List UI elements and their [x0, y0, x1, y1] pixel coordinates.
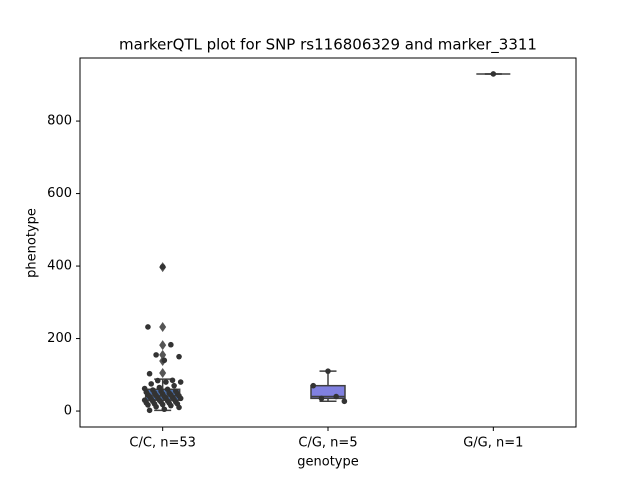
point — [333, 393, 339, 400]
point — [177, 395, 184, 402]
point — [159, 401, 166, 408]
chart-title: markerQTL plot for SNP rs116806329 and m… — [119, 36, 537, 55]
point — [341, 398, 348, 405]
point — [145, 402, 151, 408]
point — [161, 357, 168, 364]
x-tick-label: C/G, n=5 — [298, 436, 357, 451]
y-tick-label: 0 — [64, 404, 72, 419]
point — [154, 377, 161, 384]
point — [325, 368, 331, 374]
flier — [159, 340, 167, 351]
flier — [159, 367, 167, 378]
y-tick-label: 600 — [47, 186, 72, 201]
point — [146, 370, 153, 377]
point — [153, 403, 159, 410]
point — [176, 404, 182, 411]
point — [176, 353, 182, 360]
point — [318, 395, 325, 402]
point — [145, 324, 151, 330]
x-tick-label: G/G, n=1 — [463, 436, 523, 451]
point — [161, 406, 168, 413]
point — [310, 382, 317, 389]
point — [169, 377, 176, 384]
point — [146, 407, 153, 414]
point — [177, 379, 184, 385]
y-tick-label: 800 — [47, 114, 72, 129]
plot-frame — [79, 57, 577, 428]
point — [153, 352, 159, 358]
point — [168, 341, 174, 348]
flier — [159, 321, 167, 332]
y-tick-label: 400 — [47, 259, 72, 274]
point — [490, 71, 497, 77]
x-tick-label: C/C, n=53 — [129, 436, 195, 451]
point — [148, 381, 155, 387]
point — [163, 379, 169, 385]
y-tick-label: 200 — [47, 331, 72, 346]
point — [159, 263, 166, 270]
x-axis-label: genotype — [297, 455, 358, 470]
y-axis-label: phenotype — [25, 208, 40, 278]
flier — [159, 349, 167, 360]
point — [171, 382, 177, 389]
point — [168, 402, 174, 409]
